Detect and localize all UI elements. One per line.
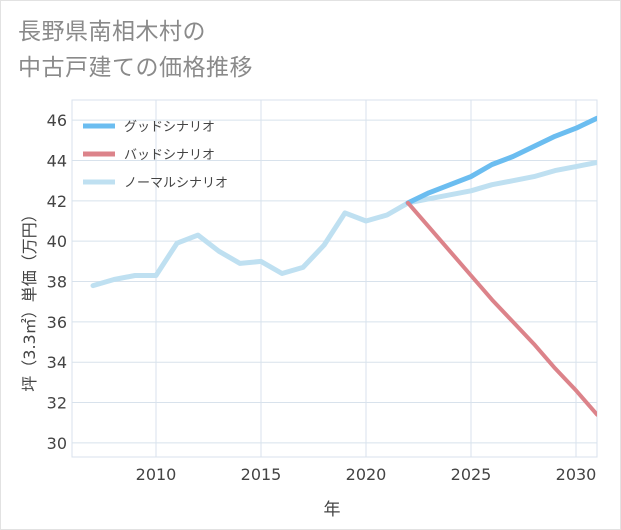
series-line-bad <box>406 200 597 417</box>
y-tick-label: 32 <box>47 394 67 413</box>
axes: 2010 2015 2020 2025 2030 30 32 34 36 38 40 42 44 46 <box>47 111 597 484</box>
y-tick-label: 40 <box>47 232 67 251</box>
y-tick-label: 30 <box>47 434 67 453</box>
y-tick-label: 42 <box>47 192 67 211</box>
x-tick-label: 2020 <box>346 465 387 484</box>
x-tick-label: 2030 <box>556 465 597 484</box>
chart-title-line-1: 長野県南相木村の <box>18 19 206 45</box>
series-line-good <box>405 115 597 206</box>
y-tick-label: 34 <box>47 353 67 372</box>
chart-title: 長野県南相木村の 中古戸建ての価格推移 <box>18 14 253 86</box>
legend-label-bad: バッドシナリオ <box>124 148 215 163</box>
y-tick-label: 46 <box>47 111 67 130</box>
legend-label-normal: ノーマルシナリオ <box>124 176 228 191</box>
y-tick-label: 44 <box>47 152 67 171</box>
series-lines <box>90 115 597 417</box>
y-axis-label: 坪（3.3㎡）単価（万円） <box>20 206 39 391</box>
chart-title-line-2: 中古戸建ての価格推移 <box>18 55 253 81</box>
x-tick-label: 2025 <box>451 465 492 484</box>
x-tick-label: 2015 <box>241 465 282 484</box>
y-tick-label: 38 <box>47 273 67 292</box>
plot-border <box>71 99 598 458</box>
y-tick-label: 36 <box>47 313 67 332</box>
x-tick-label: 2010 <box>136 465 177 484</box>
x-axis-label: 年 <box>324 500 341 520</box>
series-line-normal <box>90 160 597 289</box>
legend-label-good: グッドシナリオ <box>124 120 215 135</box>
